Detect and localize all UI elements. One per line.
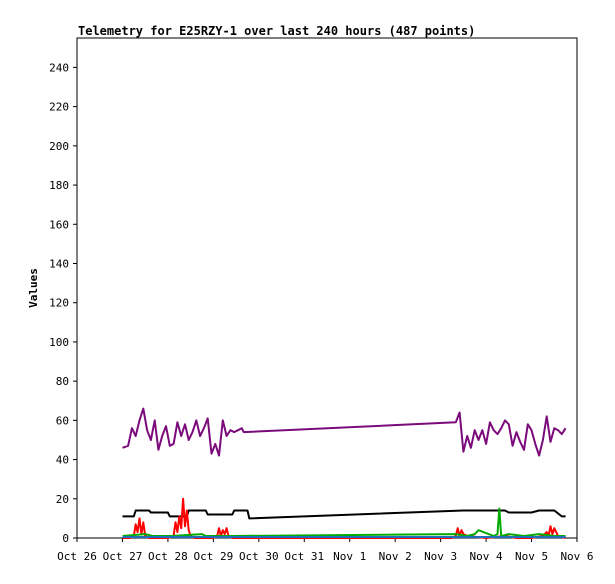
- x-tick-label: Nov 6: [560, 550, 593, 563]
- y-tick-label: 0: [62, 532, 69, 545]
- y-axis-label: Values: [27, 268, 40, 308]
- x-tick-label: Oct 27: [103, 550, 143, 563]
- y-tick-label: 20: [56, 493, 69, 506]
- x-tick-label: Nov 3: [424, 550, 457, 563]
- x-tick-label: Oct 31: [284, 550, 324, 563]
- y-axis: 0 20 40 60 80 100 120 140 160 180 200 220 240: [49, 61, 77, 545]
- series-line-4: [122, 507, 566, 537]
- series-line-1: [122, 407, 567, 457]
- x-tick-label: Oct 26: [57, 550, 97, 563]
- y-tick-label: 220: [49, 101, 69, 114]
- x-tick-label: Oct 29: [193, 550, 233, 563]
- y-tick-label: 160: [49, 218, 69, 231]
- y-tick-label: 180: [49, 179, 69, 192]
- series-layer: [122, 407, 567, 539]
- x-tick-label: Oct 28: [148, 550, 188, 563]
- y-tick-label: 100: [49, 336, 69, 349]
- y-tick-label: 80: [56, 375, 69, 388]
- x-tick-label: Nov 1: [333, 550, 366, 563]
- y-tick-label: 140: [49, 257, 69, 270]
- y-tick-label: 40: [56, 454, 69, 467]
- y-tick-label: 120: [49, 297, 69, 310]
- chart-title: Telemetry for E25RZY-1 over last 240 hou…: [78, 24, 475, 38]
- x-tick-label: Nov 5: [515, 550, 548, 563]
- y-tick-label: 200: [49, 140, 69, 153]
- plot-frame: [76, 37, 578, 539]
- series-line-2: [122, 509, 566, 520]
- x-tick-label: Nov 4: [470, 550, 503, 563]
- x-axis: Oct 26 Oct 27 Oct 28 Oct 29 Oct 30 Oct 31 Nov …: [57, 538, 594, 563]
- x-tick-label: Oct 30: [239, 550, 279, 563]
- y-tick-label: 240: [49, 61, 69, 74]
- x-tick-label: Nov 2: [379, 550, 412, 563]
- y-tick-label: 60: [56, 414, 69, 427]
